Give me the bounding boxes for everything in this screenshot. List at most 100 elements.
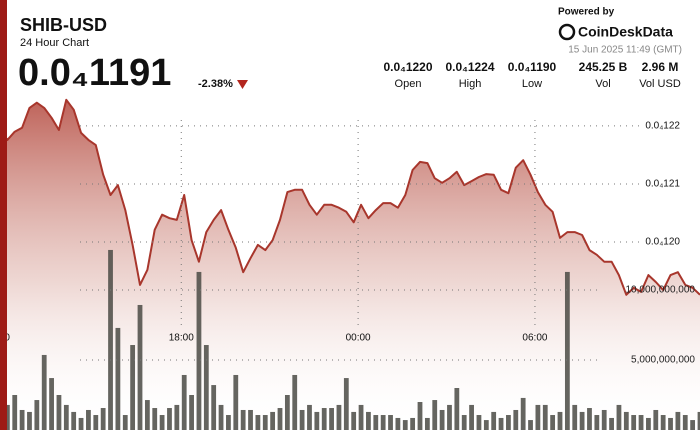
volume-bar [358, 404, 364, 430]
volume-bar [380, 415, 386, 430]
volume-bar [417, 401, 423, 430]
volume-bar [660, 415, 666, 430]
volume-bar [314, 411, 320, 430]
volume-bar [351, 411, 357, 430]
volume-bar [697, 411, 700, 430]
volume-bar [402, 420, 408, 430]
volume-bar [63, 404, 69, 430]
volume-bar [682, 415, 688, 430]
volume-bar [78, 417, 84, 430]
volume-bar [226, 415, 231, 430]
volume-bar [277, 408, 283, 430]
volume-bar [4, 404, 10, 430]
volume-bar [594, 415, 600, 430]
stat-value: 0.0₄1220 [383, 60, 432, 74]
stat-value: 2.96 M [642, 60, 679, 74]
volume-bar [49, 378, 54, 430]
volume-bar [19, 409, 25, 430]
volume-bar [307, 404, 312, 430]
volume-bar [211, 385, 217, 430]
volume-bar [373, 415, 379, 430]
volume-bar [564, 271, 570, 430]
volume-bar [424, 417, 430, 430]
volume-bar [218, 404, 224, 430]
volume-bar [86, 409, 91, 430]
volume-bar [203, 345, 209, 430]
volume-bar [447, 404, 452, 430]
volume-bar [469, 404, 474, 430]
volume-bar [248, 409, 253, 430]
x-tick-label: 18:00 [169, 333, 194, 344]
volume-bar [115, 327, 121, 430]
stat-value: 0.0₄1190 [508, 60, 557, 74]
brand-logo [558, 23, 576, 41]
volume-bar [343, 378, 349, 430]
volume-bar [623, 411, 629, 430]
volume-bar [159, 415, 165, 430]
volume-bar [491, 411, 497, 430]
y-tick-label: 0.0₄122 [645, 121, 680, 132]
volume-bar [550, 415, 556, 430]
stat-label: High [459, 78, 482, 90]
price-line [0, 98, 700, 296]
volume-bar [34, 400, 40, 430]
volume-bar [690, 420, 696, 430]
volume-bar [461, 415, 467, 430]
volume-bar [255, 415, 261, 430]
volume-bar [432, 400, 438, 430]
volume-bar [483, 420, 489, 430]
plot-area: 0018:0000:0006:000.0₄1220.0₄1210.0₄12010… [0, 98, 700, 430]
y-tick-label: 0.0₄120 [645, 237, 680, 248]
stat-label: Open [395, 78, 422, 90]
volume-bar [609, 417, 614, 430]
volume-bar [572, 404, 578, 430]
volume-bar [56, 394, 62, 430]
volume-bar [520, 397, 526, 430]
volume-bar [329, 408, 334, 430]
chart-subtitle: 24 Hour Chart [20, 37, 89, 49]
volume-bar [71, 411, 77, 430]
volume-bar [476, 415, 482, 430]
volume-bar [130, 345, 136, 430]
volume-bar [388, 415, 393, 430]
y2-tick-label: 5,000,000,000 [631, 355, 695, 366]
volume-bar [189, 394, 194, 430]
volume-bar [233, 374, 239, 430]
volume-bar [12, 394, 18, 430]
chart-title: SHIB-USD [20, 15, 107, 35]
volume-bar [631, 415, 637, 430]
volume-bar [439, 409, 445, 430]
volume-bar [321, 408, 327, 430]
stat-value: 0.0₄1224 [445, 60, 494, 74]
volume-bar [542, 404, 548, 430]
price-area [0, 99, 700, 430]
powered-by: Powered by [558, 7, 615, 18]
volume-bar [27, 411, 32, 430]
volume-bar [587, 408, 592, 430]
x-tick-label: 00:00 [346, 333, 371, 344]
current-price: 0.0₄1191 [18, 52, 171, 94]
volume-bar [181, 374, 187, 430]
volume-bar [292, 374, 298, 430]
volume-bar [675, 411, 681, 430]
stat-label: Vol USD [639, 78, 681, 90]
stat-value: 245.25 B [579, 60, 628, 74]
volume-bar [528, 420, 533, 430]
timestamp: 15 Jun 2025 11:49 (GMT) [568, 45, 682, 56]
volume-bar [100, 408, 106, 430]
stat-label: Vol [595, 78, 610, 90]
volume-bar [108, 249, 113, 430]
volume-bar [196, 271, 202, 430]
volume-bar [93, 415, 99, 430]
y-tick-label: 0.0₄121 [645, 179, 680, 190]
volume-bar [299, 409, 305, 430]
volume-bar [336, 404, 342, 430]
volume-bar [270, 411, 276, 430]
volume-bar [513, 409, 519, 430]
y2-tick-label: 10,000,000,000 [625, 285, 695, 296]
volume-bar [579, 411, 585, 430]
volume-bar [498, 417, 504, 430]
volume-bar [410, 417, 416, 430]
